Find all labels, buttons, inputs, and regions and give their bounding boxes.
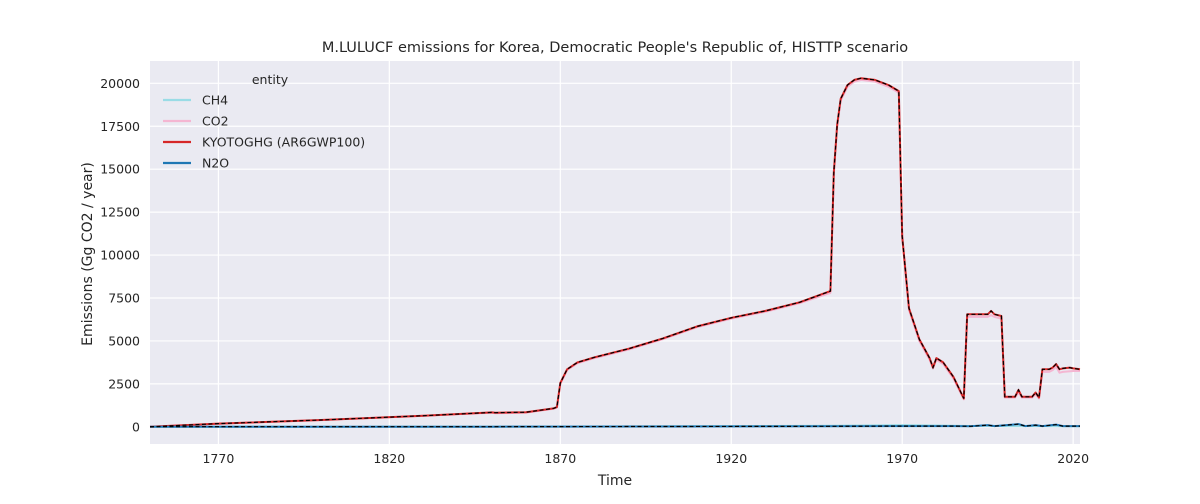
y-tick-label: 2500 bbox=[108, 376, 140, 391]
x-tick-label: 1820 bbox=[373, 451, 405, 466]
y-tick-label: 12500 bbox=[100, 205, 140, 220]
y-axis-label: Emissions (Gg CO2 / year) bbox=[80, 162, 96, 346]
series-dashed-overlay bbox=[149, 77, 1081, 428]
plot-area bbox=[150, 61, 1080, 444]
series-dashed-overlay bbox=[150, 423, 1080, 428]
x-axis-label: Time bbox=[597, 473, 632, 489]
y-tick-label: 5000 bbox=[108, 333, 140, 348]
legend-label: KYOTOGHG (AR6GWP100) bbox=[202, 135, 365, 150]
axis-ticks: 1770 1820 1870 1920 1970 2020 0 2500 5000 7500 100… bbox=[100, 76, 1089, 466]
y-tick-label: 15000 bbox=[100, 162, 140, 177]
x-tick-label: 1970 bbox=[886, 451, 918, 466]
y-tick-label: 0 bbox=[132, 419, 140, 434]
x-tick-label: 2020 bbox=[1057, 451, 1089, 466]
legend-title: entity bbox=[252, 72, 289, 87]
legend-label: CH4 bbox=[202, 93, 228, 108]
x-tick-label: 1870 bbox=[544, 451, 576, 466]
x-tick-label: 1770 bbox=[202, 451, 234, 466]
y-tick-label: 17500 bbox=[100, 119, 140, 134]
x-tick-label: 1920 bbox=[715, 451, 747, 466]
chart-title: M.LULUCF emissions for Korea, Democratic… bbox=[322, 40, 908, 56]
legend: entity CH4 CO2 KYOTOGHG (AR6GWP100) N2O bbox=[163, 72, 365, 171]
y-tick-label: 10000 bbox=[100, 248, 140, 263]
legend-label: CO2 bbox=[202, 114, 229, 129]
y-tick-label: 20000 bbox=[100, 76, 140, 91]
series-lines bbox=[149, 77, 1081, 428]
y-tick-label: 7500 bbox=[108, 291, 140, 306]
grid-lines bbox=[150, 61, 1080, 444]
legend-label: N2O bbox=[202, 156, 229, 171]
